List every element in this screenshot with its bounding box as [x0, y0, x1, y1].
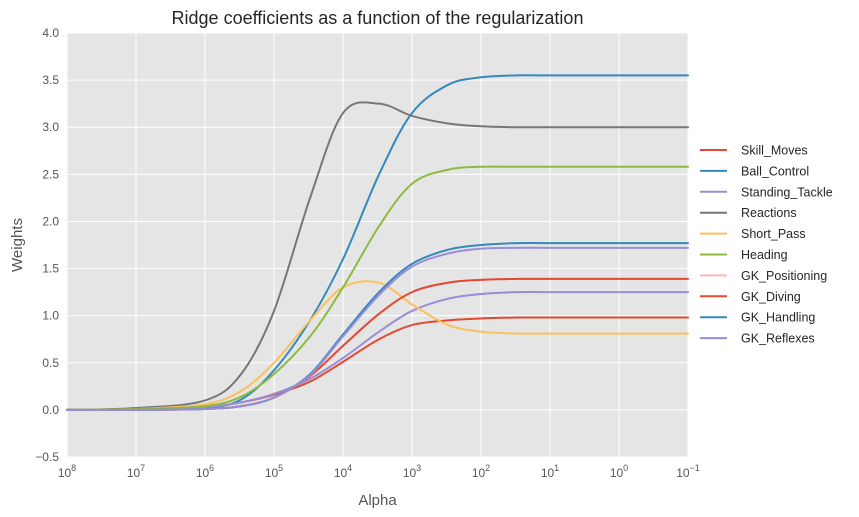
x-tick-exponent: 3: [416, 463, 421, 473]
series-line-standing-tackle: [66, 290, 689, 411]
x-axis-title: Alpha: [358, 492, 397, 509]
x-tick-label: 105: [265, 463, 283, 480]
y-tick-label: 1.5: [42, 262, 59, 276]
series-line-heading: [66, 165, 689, 411]
legend-label: Reactions: [741, 206, 797, 220]
legend-label: Heading: [741, 248, 788, 262]
x-tick-label: 101: [541, 463, 559, 480]
y-axis-title: Weights: [9, 218, 26, 272]
x-tick-exponent: 1: [554, 463, 559, 473]
x-tick-label: 103: [403, 463, 421, 480]
y-tick-label: −0.5: [35, 450, 59, 464]
x-tick-exponent: 2: [485, 463, 490, 473]
y-tick-label: 0.0: [42, 403, 59, 417]
legend-label: GK_Handling: [741, 311, 815, 325]
series-line-short-pass: [66, 280, 689, 411]
legend-label: GK_Positioning: [741, 269, 827, 283]
grid-lines: [66, 32, 689, 458]
y-tick-labels: 4.0 3.5 3.0 2.5 2.0 1.5 1.0 0.5 0.0 −0.5: [35, 26, 59, 464]
legend-label: GK_Reflexes: [741, 332, 815, 346]
series-line-gk-reflexes: [66, 246, 689, 411]
x-tick-exponent: −1: [690, 463, 700, 473]
x-tick-exponent: 0: [623, 463, 628, 473]
x-tick-labels: 108 107 106 105 104 103 102 101 100 10−1: [58, 463, 700, 480]
x-tick-exponent: 6: [209, 463, 214, 473]
x-tick-label: 10−1: [676, 463, 700, 480]
x-tick-exponent: 5: [278, 463, 283, 473]
chart-title: Ridge coefficients as a function of the …: [172, 8, 584, 28]
x-tick-label: 104: [334, 463, 352, 480]
x-tick-label: 102: [472, 463, 490, 480]
x-tick-exponent: 4: [347, 463, 352, 473]
y-tick-label: 4.0: [42, 26, 59, 40]
series-line-reactions: [66, 101, 689, 411]
y-tick-label: 2.5: [42, 167, 59, 181]
plot-background: [67, 33, 688, 457]
legend-label: Skill_Moves: [741, 144, 808, 158]
y-tick-label: 0.5: [42, 356, 59, 370]
x-tick-label: 107: [127, 463, 145, 480]
y-tick-label: 1.0: [42, 309, 59, 323]
x-tick-label: 106: [196, 463, 214, 480]
x-tick-label: 100: [610, 463, 628, 480]
x-tick-exponent: 7: [140, 463, 145, 473]
x-tick-label: 108: [58, 463, 76, 480]
x-tick-exponent: 8: [71, 463, 76, 473]
legend-label: Short_Pass: [741, 227, 806, 241]
y-tick-label: 2.0: [42, 214, 59, 228]
y-tick-label: 3.5: [42, 73, 59, 87]
legend: Skill_Moves Ball_Control Standing_Tackle Re…: [700, 144, 833, 346]
y-tick-label: 3.0: [42, 120, 59, 134]
legend-label: GK_Diving: [741, 290, 801, 304]
series-lines: [66, 74, 689, 412]
legend-label: Ball_Control: [741, 164, 809, 178]
legend-label: Standing_Tackle: [741, 185, 833, 199]
